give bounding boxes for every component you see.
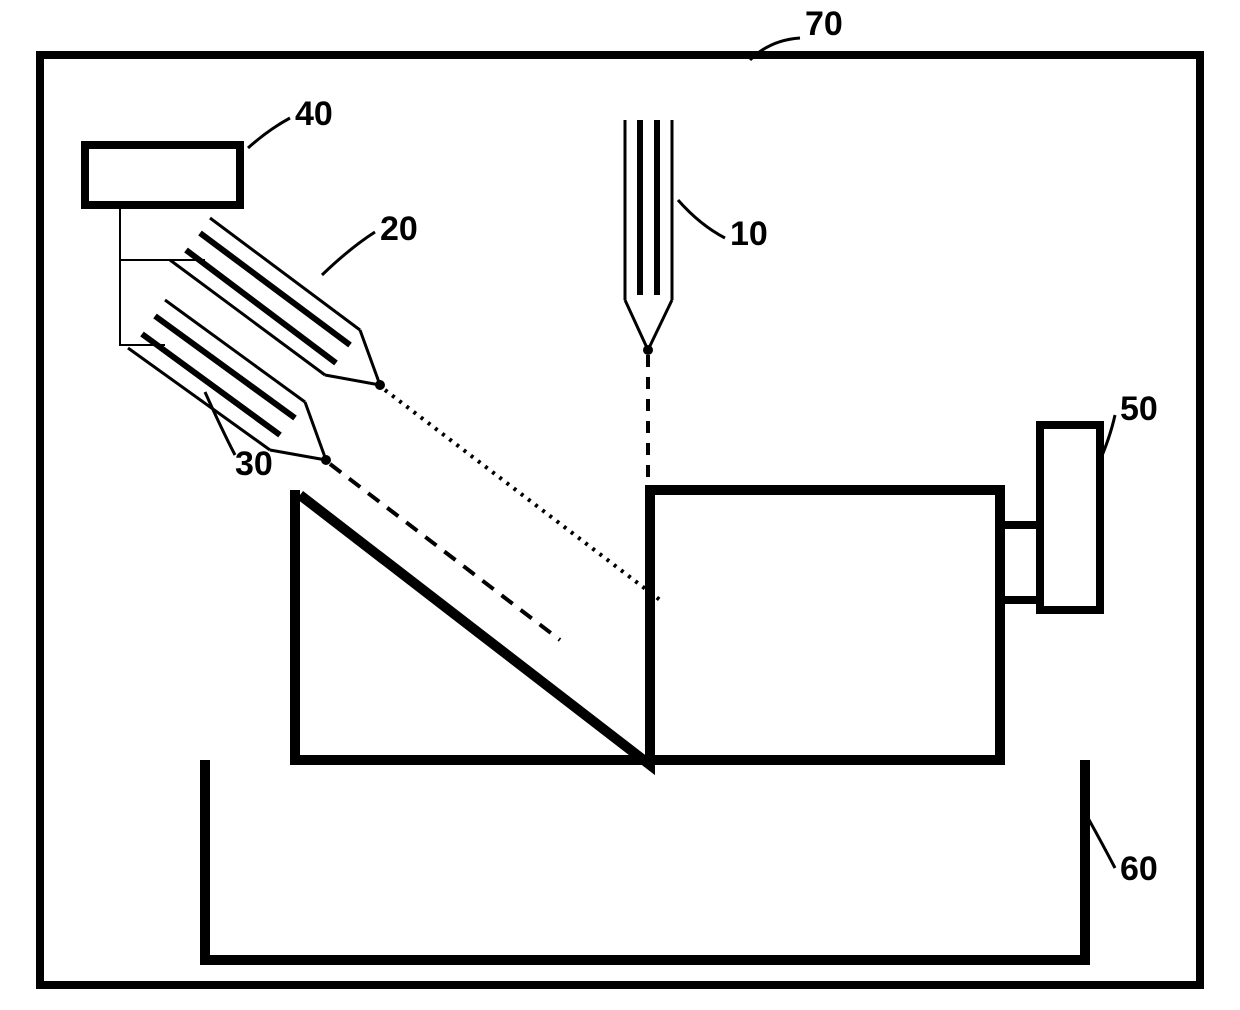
- label-50: 50: [1120, 390, 1158, 428]
- side-fixture: [1040, 425, 1100, 610]
- label-40: 40: [295, 95, 333, 133]
- leader-l60: [1088, 818, 1115, 868]
- injector-upper-diagonal-beam: [385, 390, 660, 600]
- leader-l10: [678, 200, 725, 238]
- injector-lower-diagonal: [128, 300, 560, 640]
- injector-lower-diagonal-beam: [330, 464, 560, 640]
- label-30: 30: [235, 445, 273, 483]
- label-20: 20: [380, 210, 418, 248]
- label-10: 10: [730, 215, 768, 253]
- controller-wire: [120, 260, 165, 345]
- label-60: 60: [1120, 850, 1158, 888]
- leader-l40: [248, 118, 290, 148]
- leader-l20: [322, 232, 375, 275]
- controller-box: [85, 145, 240, 205]
- base-block: [205, 760, 1085, 960]
- label-70: 70: [805, 5, 843, 43]
